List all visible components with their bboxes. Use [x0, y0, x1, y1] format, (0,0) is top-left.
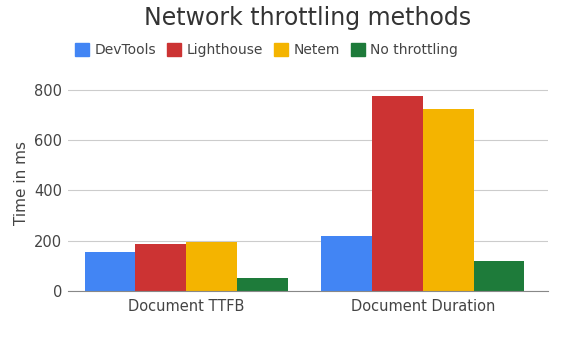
Bar	[473, 261, 524, 291]
Bar	[372, 96, 423, 291]
Bar	[186, 242, 237, 291]
Bar	[423, 109, 473, 291]
Legend: DevTools, Lighthouse, Netem, No throttling: DevTools, Lighthouse, Netem, No throttli…	[75, 43, 458, 57]
Bar	[85, 252, 136, 291]
Bar	[321, 236, 372, 291]
Title: Network throttling methods: Network throttling methods	[145, 6, 471, 30]
Y-axis label: Time in ms: Time in ms	[14, 141, 29, 225]
Bar	[136, 244, 186, 291]
Bar	[237, 278, 288, 291]
